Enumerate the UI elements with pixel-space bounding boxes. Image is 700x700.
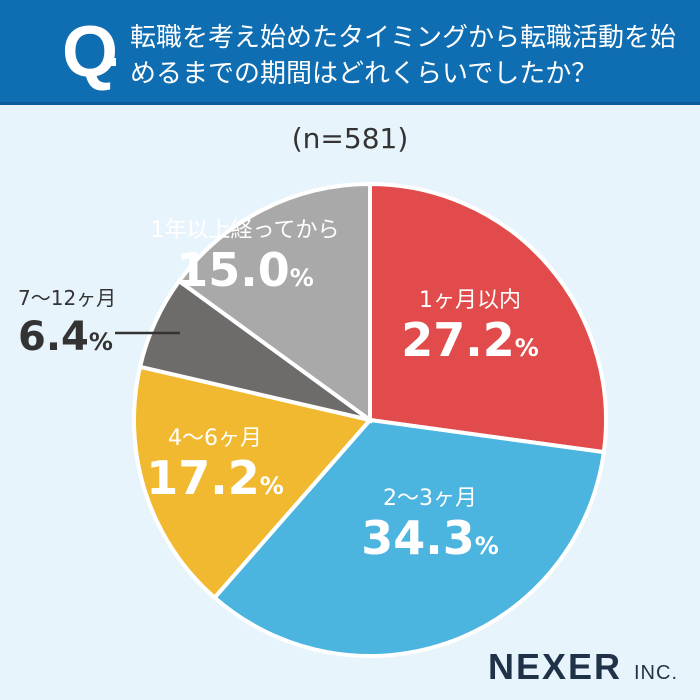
nexer-logo: NEXER INC. [487, 646, 678, 687]
unit: % [289, 264, 314, 292]
question-header: Q 転職を考え始めたタイミングから転職活動を始めるまでの期間はどれくらいでしたか… [0, 0, 700, 105]
value-label: 27.2 [401, 313, 515, 367]
category-label: 1ヶ月以内 [419, 288, 521, 313]
unit: % [514, 334, 539, 362]
pie-slice-0 [368, 181, 608, 455]
pie-slice-1 [211, 417, 607, 658]
sample-size: (n=581) [291, 122, 409, 155]
category-label: 4〜6ヶ月 [168, 426, 262, 451]
category-label: 1年以上経ってから [150, 218, 340, 243]
label-slice-0: 1ヶ月以内 27.2% [385, 282, 555, 374]
pie-slice-4 [176, 181, 372, 424]
pie-slice-2 [132, 364, 374, 601]
q-dot [108, 58, 116, 66]
label-slice-4: 1年以上経ってから 15.0% [120, 212, 370, 304]
value-label: 17.2 [146, 451, 260, 505]
label-slice-2: 4〜6ヶ月 17.2% [140, 420, 290, 512]
unit: % [474, 532, 499, 560]
unit: % [88, 328, 113, 356]
value-label: 6.4 [18, 314, 89, 360]
category-label: 2〜3ヶ月 [383, 486, 477, 511]
category-label: 7〜12ヶ月 [18, 286, 117, 310]
question-title: 転職を考え始めたタイミングから転職活動を始めるまでの期間はどれくらいでしたか？ [130, 23, 677, 89]
label-slice-3: 7〜12ヶ月 6.4% [18, 282, 116, 368]
label-slice-1: 2〜3ヶ月 34.3% [330, 480, 530, 572]
value-label: 34.3 [361, 511, 475, 565]
q-mark: Q [62, 12, 119, 92]
unit: % [259, 472, 284, 500]
value-label: 15.0 [176, 243, 290, 297]
